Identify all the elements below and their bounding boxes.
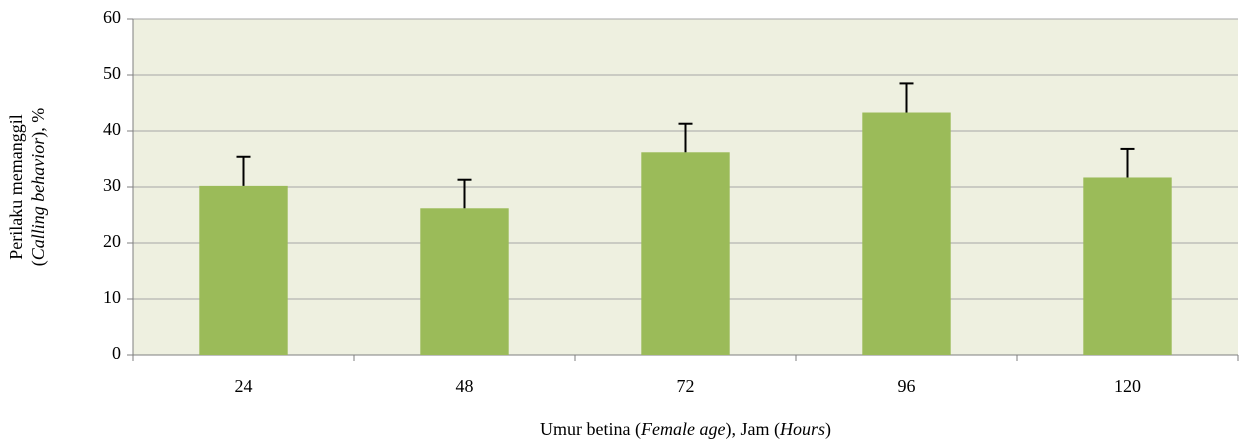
x-axis-label-part: ) [825, 419, 831, 440]
x-axis-label: Umur betina (Female age), Jam (Hours) [540, 419, 831, 440]
x-axis-label-part: ), Jam ( [725, 419, 779, 440]
x-axis-label-part: Female age [640, 419, 725, 439]
x-tick-label: 72 [677, 376, 695, 396]
y-axis-label-part: ), % [28, 108, 49, 138]
bar [641, 152, 730, 355]
y-tick-label: 30 [103, 175, 121, 195]
y-tick-label: 20 [103, 231, 121, 251]
x-tick-label: 120 [1114, 376, 1141, 396]
x-tick-label: 96 [898, 376, 916, 396]
y-axis-label: (Calling behavior), % [28, 108, 49, 267]
x-tick-label: 48 [456, 376, 474, 396]
x-axis-label-part: Umur betina ( [540, 419, 641, 440]
y-tick-label: 60 [103, 7, 121, 27]
y-tick-label: 10 [103, 287, 121, 307]
y-axis-label-part: Calling behavior [28, 137, 48, 260]
y-tick-label: 0 [112, 343, 121, 363]
bar [420, 208, 509, 355]
x-axis-label-part: Hours [779, 419, 825, 439]
bar [1083, 177, 1172, 355]
y-axis-label: Perilaku memanggil [6, 114, 26, 259]
y-tick-label: 40 [103, 119, 121, 139]
y-axis-label-part: ( [28, 260, 49, 266]
y-axis-label-part: Perilaku memanggil [6, 114, 26, 259]
x-tick-label: 24 [235, 376, 253, 396]
bar [199, 185, 288, 355]
y-tick-label: 50 [103, 63, 121, 83]
bar [862, 112, 951, 356]
